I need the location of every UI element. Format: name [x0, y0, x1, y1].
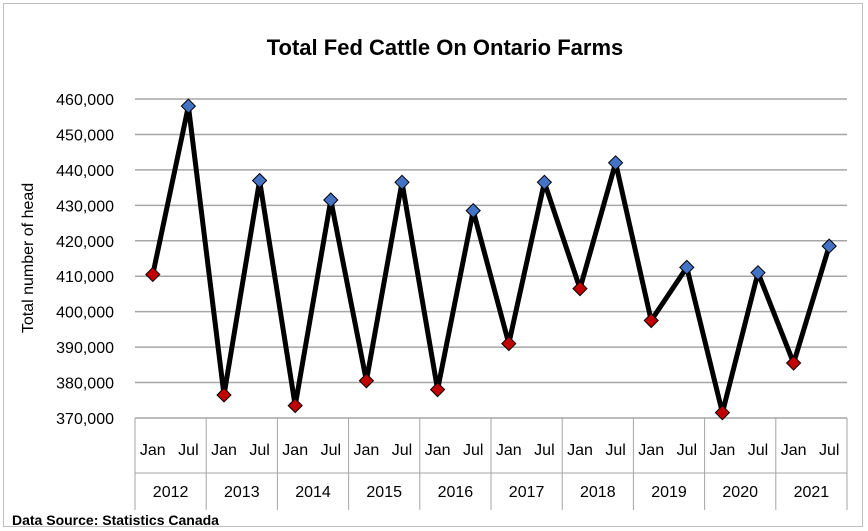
y-axis-ticks: 370,000 380,000 390,000 400,000 410,000 420,0…	[56, 92, 114, 428]
data-point-jul	[180, 98, 197, 114]
y-tick-label: 380,000	[56, 376, 114, 393]
y-axis-label: Total number of head	[20, 183, 37, 333]
data-point-jul	[607, 155, 624, 171]
x-year-label: 2017	[509, 484, 545, 501]
data-point-jul	[394, 174, 410, 191]
data-point-jul	[750, 264, 766, 281]
x-month-label: Jan	[354, 442, 380, 459]
x-year-label: 2020	[722, 484, 758, 501]
x-year-label: 2016	[438, 484, 474, 501]
data-source-note: Data Source: Statistics Canada	[12, 512, 219, 528]
data-point-jan	[572, 280, 588, 297]
data-point-jul	[465, 202, 481, 219]
x-month-label: Jul	[321, 442, 341, 459]
data-point-jul	[323, 192, 339, 208]
x-month-label: Jul	[605, 442, 625, 459]
data-point-jan	[429, 381, 446, 398]
x-year-label: 2021	[794, 484, 830, 501]
x-month-label: Jan	[781, 442, 807, 459]
x-year-label: 2014	[295, 484, 331, 501]
y-tick-label: 370,000	[56, 411, 114, 428]
x-year-label: 2015	[366, 484, 402, 501]
y-tick-label: 400,000	[56, 305, 114, 322]
x-month-label: Jan	[211, 442, 237, 459]
series-line	[150, 103, 832, 416]
x-month-label: Jul	[392, 442, 412, 459]
x-year-label: 2019	[651, 484, 687, 501]
data-point-jul	[251, 172, 268, 189]
x-year-label: 2018	[580, 484, 616, 501]
x-month-label: Jan	[710, 442, 736, 459]
x-month-label: Jan	[425, 442, 451, 459]
chart-title: Total Fed Cattle On Ontario Farms	[267, 35, 624, 60]
data-point-jan	[785, 355, 802, 371]
x-axis: 2012 2013 2014 2015 2016 2017 2018 2019 2020 2021…	[134, 418, 848, 510]
y-tick-label: 440,000	[56, 163, 114, 180]
data-point-jan	[145, 266, 161, 283]
data-point-jan	[643, 312, 659, 329]
y-tick-label: 390,000	[56, 340, 114, 357]
x-month-label: Jul	[178, 442, 198, 459]
data-point-jan	[714, 404, 731, 421]
data-point-jan	[358, 373, 375, 389]
x-month-label: Jan	[567, 442, 593, 459]
data-point-jul	[821, 238, 837, 254]
x-month-label: Jul	[819, 442, 839, 459]
y-tick-label: 460,000	[56, 92, 114, 109]
x-month-label: Jan	[496, 442, 522, 459]
series-path	[150, 103, 832, 416]
x-month-label: Jan	[638, 442, 664, 459]
chart-frame	[3, 3, 863, 527]
data-point-jan	[216, 387, 232, 403]
x-year-label: 2012	[153, 484, 189, 501]
x-month-label: Jul	[677, 442, 697, 459]
data-markers	[145, 98, 837, 421]
data-point-jan	[501, 335, 517, 352]
x-month-label: Jul	[249, 442, 269, 459]
y-tick-label: 430,000	[56, 198, 114, 215]
y-tick-label: 410,000	[56, 269, 114, 286]
x-month-label: Jul	[534, 442, 554, 459]
data-point-jul	[679, 259, 695, 276]
y-tick-label: 450,000	[56, 127, 114, 144]
x-month-label: Jul	[748, 442, 768, 459]
data-point-jan	[287, 397, 303, 414]
y-tick-label: 420,000	[56, 234, 114, 251]
data-point-jul	[536, 174, 553, 191]
x-year-label: 2013	[224, 484, 260, 501]
x-month-label: Jul	[463, 442, 483, 459]
gridlines	[135, 98, 847, 419]
x-month-label: Jan	[140, 442, 166, 459]
x-month-label: Jan	[282, 442, 308, 459]
